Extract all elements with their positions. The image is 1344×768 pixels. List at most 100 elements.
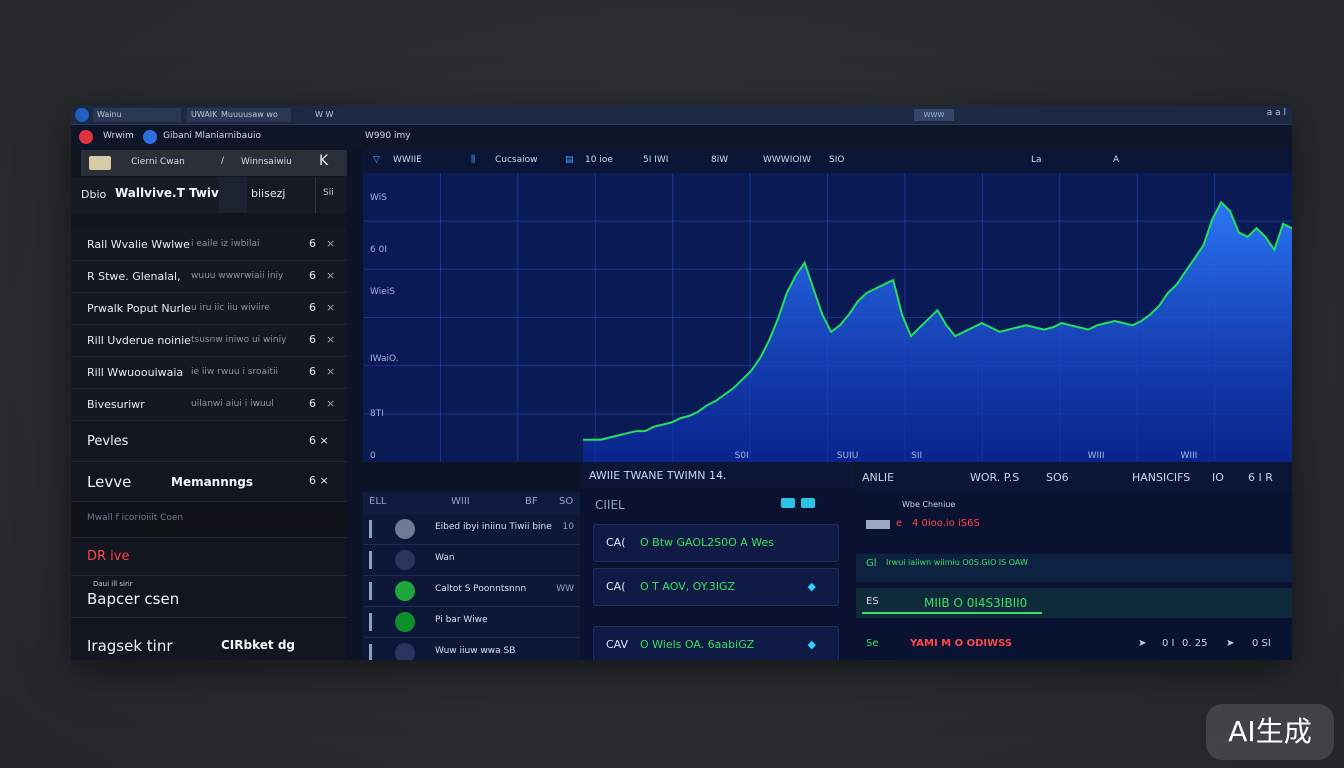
header-small: Sii: [323, 188, 334, 198]
chart-tool-7[interactable]: SIO: [829, 155, 845, 165]
feed-text: 4 0ioo.io iS6S: [912, 518, 980, 529]
row-meta: wuuu wwwrwiaii iniy: [191, 271, 284, 281]
list-item[interactable]: Caltot S Poonntsnnn WW: [363, 576, 580, 607]
activity-feed: ANLIE WOR. P.S SO6 HANSICIFS IO 6 I R Wb…: [856, 462, 1292, 660]
sidebar-section-levve[interactable]: Levve Memannngs 6 ×: [71, 463, 347, 502]
bars-icon[interactable]: ⫼: [471, 155, 476, 165]
sidebar-section-bapcer[interactable]: Daui ill sirir Bapcer csen: [71, 577, 347, 618]
sidebar-row[interactable]: Prwalk Poput Nurle u iru iic iiu wiviire…: [71, 293, 347, 325]
close-icon[interactable]: ×: [326, 269, 336, 282]
sidebar-section-iragsek[interactable]: Iragsek tinr CIRbket dg: [71, 627, 347, 660]
asset-name: Caltot S Poonntsnnn: [435, 584, 527, 594]
sidebar-row[interactable]: Rill Wwuoouiwaia ie iiw rwuu i sroaitii …: [71, 357, 347, 389]
row-meta: u iru iic iiu wiviire: [191, 303, 270, 313]
sidebar-section-pevles[interactable]: Pevles 6 ×: [71, 423, 347, 462]
row-meta: ie iiw rwuu i sroaitii: [191, 367, 279, 377]
app-title: Gibani Mlaniarnibauio: [163, 131, 261, 141]
feed-lead: Gl: [866, 558, 877, 569]
chart-tool-9[interactable]: A: [1113, 155, 1120, 165]
toggle-icon[interactable]: [801, 498, 815, 508]
chart-tool-3[interactable]: 10 ioe: [585, 155, 613, 165]
section-title: CIRbket dg: [221, 638, 295, 652]
row-label: R Stwe. Glenalal,: [87, 270, 181, 283]
feed-text: YAMI M O ODIWSS: [910, 638, 1013, 649]
order-card[interactable]: CA( O Btw GAOL2S0O A Wes: [593, 524, 839, 562]
filter-icon[interactable]: ▽: [373, 155, 380, 165]
chart-tool-2[interactable]: Cucsaiow: [495, 155, 538, 165]
feed-text: MIIB O 0I4S3IBII0: [924, 596, 1028, 610]
close-icon[interactable]: ×: [326, 237, 336, 250]
close-icon[interactable]: ×: [326, 301, 336, 314]
col-header: BF: [525, 496, 538, 507]
feed-text: Irwui iaiiwn wiimiu O0S.GIO IS OAW: [886, 558, 1028, 567]
window-tab-2[interactable]: UWAIK: [187, 108, 221, 122]
alert-icon[interactable]: [79, 130, 93, 144]
chart-tool-4[interactable]: 5I IWI: [643, 155, 669, 165]
row-label: Prwalk Poput Nurle: [87, 302, 191, 315]
asset-list-header: ELL WIII BF SO: [363, 492, 580, 514]
send-icon[interactable]: ➤: [1226, 638, 1235, 649]
close-icon[interactable]: ×: [326, 365, 336, 378]
orders-panel: AWIIE TWANE TWIMN 14. CIIEL CA( O Btw GA…: [581, 462, 854, 660]
sidebar-tab-2[interactable]: Winnsaiwiu: [241, 157, 292, 167]
window-tab-4[interactable]: W W: [315, 110, 334, 119]
chart-tool-6[interactable]: WWWIOIW: [763, 155, 811, 165]
asset-icon: [395, 519, 415, 539]
send-icon[interactable]: ➤: [1138, 638, 1147, 649]
orders-header-text: AWIIE TWANE TWIMN 14.: [589, 469, 727, 482]
close-icon[interactable]: ×: [326, 397, 336, 410]
footer-value: 0 SI: [1252, 638, 1271, 649]
list-item[interactable]: Wuw iiuw wwa SB: [363, 638, 580, 660]
sidebar-section-drive[interactable]: DR ive: [71, 539, 347, 576]
chart-tool-8[interactable]: La: [1031, 155, 1042, 165]
list-item[interactable]: Wan: [363, 545, 580, 576]
x-tick-label: WIII: [1088, 451, 1105, 461]
info-icon[interactable]: [143, 130, 157, 144]
row-count: 6: [309, 301, 316, 314]
feed-item[interactable]: Se YAMI M O ODIWSS ➤ 0 I 0. 25 ➤ 0 SI: [856, 630, 1292, 660]
toggle-icon[interactable]: [781, 498, 795, 508]
sidebar: Cierni Cwan / Winnsaiwiu K Dbio Wallvive…: [71, 149, 347, 660]
order-card[interactable]: CA( O T AOV, OY.3IGZ ◆: [593, 568, 839, 606]
window-tab-1[interactable]: Wainu: [93, 108, 181, 122]
col-header: ELL: [369, 496, 387, 507]
chart-toolbar: ▽ WWIIE ⫼ Cucsaiow ▤ 10 ioe 5I IWI 8iW W…: [363, 149, 1292, 173]
chart-canvas: S0I SUIU SII WIII WIII: [363, 173, 1292, 462]
header-title: Wallvive.T Twive: [115, 186, 227, 200]
chart-tool-5[interactable]: 8iW: [711, 155, 729, 165]
feed-header: ANLIE WOR. P.S SO6 HANSICIFS IO 6 I R: [856, 462, 1292, 492]
row-label: Rill Wwuoouiwaia: [87, 366, 184, 379]
title-search[interactable]: WWW: [914, 109, 954, 121]
sidebar-row[interactable]: Rall Wvalie Wwlwe i eaile iz iwbilai 6 ×: [71, 229, 347, 261]
section-note: Mwall f icorioiiit Coen: [87, 513, 184, 523]
asset-icon: [395, 550, 415, 570]
sidebar-row[interactable]: Rill Uvderue noinie tsusnw iniwo ui wini…: [71, 325, 347, 357]
row-count: 6: [309, 397, 316, 410]
order-card[interactable]: CAV O Wiels OA. 6aabiGZ ◆: [593, 626, 839, 660]
sidebar-row[interactable]: Bivesuriwr uilanwi aiui i iwuul 6 ×: [71, 389, 347, 421]
feed-col: HANSICIFS: [1132, 471, 1191, 484]
feed-item[interactable]: Gl Irwui iaiiwn wiimiu O0S.GIO IS OAW: [856, 554, 1292, 582]
diamond-icon[interactable]: ◆: [807, 638, 816, 651]
close-icon[interactable]: ×: [326, 333, 336, 346]
sidebar-tab-1[interactable]: Cierni Cwan: [131, 157, 185, 167]
price-chart[interactable]: ▽ WWIIE ⫼ Cucsaiow ▤ 10 ioe 5I IWI 8iW W…: [363, 149, 1292, 462]
window-controls[interactable]: a a l: [1266, 108, 1286, 118]
section-label: Bapcer csen: [87, 590, 180, 608]
back-icon[interactable]: K: [319, 153, 329, 169]
chart-tool-1[interactable]: WWIIE: [393, 155, 422, 165]
row-count: 6: [309, 333, 316, 346]
window-tab-3[interactable]: Muuuusaw wo W: [217, 108, 291, 133]
title-bar: Wainu UWAIK Muuuusaw wo W W W WWW a a l: [71, 106, 1292, 133]
chart-x-ticks: S0I SUIU SII WIII WIII: [735, 451, 1198, 461]
sidebar-row[interactable]: R Stwe. Glenalal, wuuu wwwrwiaii iniy 6 …: [71, 261, 347, 293]
feed-item[interactable]: ES MIIB O 0I4S3IBII0: [856, 588, 1292, 618]
list-item[interactable]: Pi bar Wiwe: [363, 607, 580, 638]
asset-value: WW: [556, 584, 574, 594]
list-item[interactable]: Eibed ibyi iniinu Tiwii bine 10: [363, 514, 580, 545]
calendar-icon[interactable]: ▤: [565, 155, 574, 165]
asset-list: ELL WIII BF SO Eibed ibyi iniinu Tiwii b…: [363, 492, 580, 660]
breadcrumb[interactable]: W990 imy: [365, 131, 411, 141]
diamond-icon[interactable]: ◆: [807, 580, 816, 593]
asset-name: Eibed ibyi iniinu Tiwii bine: [435, 522, 552, 532]
